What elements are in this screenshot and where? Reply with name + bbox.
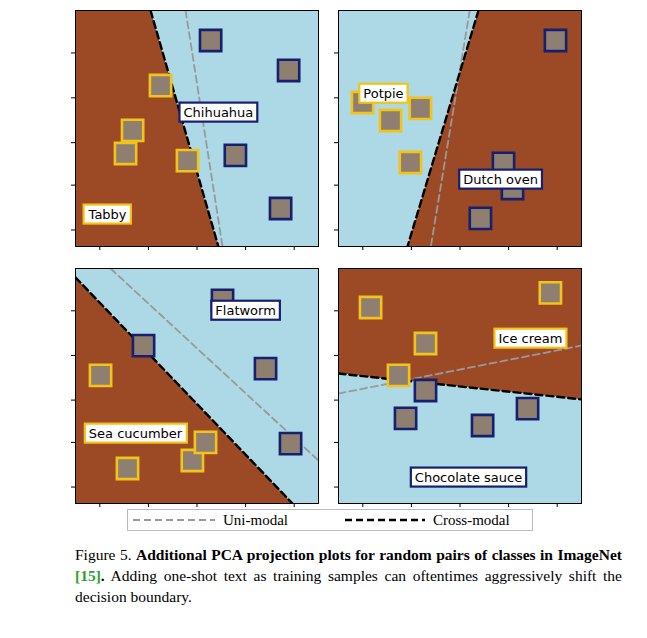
svg-text:Cross-modal: Cross-modal — [433, 512, 510, 528]
svg-text:Flatworm: Flatworm — [215, 303, 276, 318]
svg-text:Uni-modal: Uni-modal — [223, 512, 288, 528]
svg-text:Tabby: Tabby — [88, 207, 127, 222]
svg-text:Ice cream: Ice cream — [498, 331, 562, 346]
svg-text:Chihuahua: Chihuahua — [183, 105, 253, 120]
html-text:Figure 5. Additional PCA proje: Figure 5. Additional PCA projection plot… — [75, 546, 622, 563]
svg-text:Chocolate sauce: Chocolate sauce — [415, 470, 522, 485]
svg-text:Dutch oven: Dutch oven — [463, 172, 538, 187]
html-text:[15]. Adding one-shot text as: [15]. Adding one-shot text as training s… — [75, 567, 622, 605]
svg-text:Sea cucumber: Sea cucumber — [89, 426, 183, 441]
svg-text:Potpie: Potpie — [363, 86, 403, 101]
